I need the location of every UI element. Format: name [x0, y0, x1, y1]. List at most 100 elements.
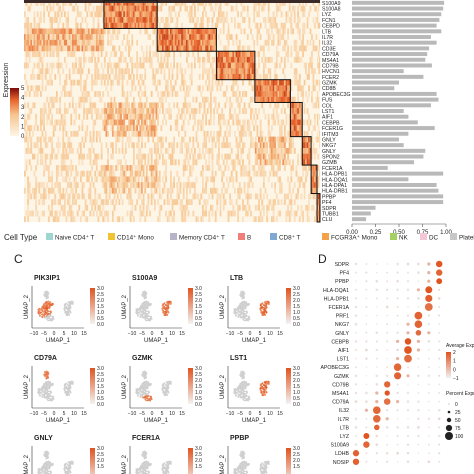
heatmap-cell: [253, 68, 256, 75]
heatmap-cell: [41, 62, 44, 69]
heatmap-cell: [176, 113, 179, 120]
heatmap-cell: [86, 91, 89, 97]
heatmap-cell: [181, 74, 183, 80]
heatmap-cell: [290, 51, 293, 58]
heatmap-cell: [155, 39, 158, 46]
heatmap-cell: [208, 17, 211, 23]
heatmap-cell: [81, 34, 84, 40]
heatmap-cell: [300, 159, 303, 166]
heatmap-cell: [47, 108, 50, 114]
heatmap-cell: [202, 142, 204, 149]
heatmap-cell: [269, 153, 272, 160]
heatmap-cell: [38, 22, 41, 29]
heatmap-cell: [41, 74, 44, 80]
heatmap-cell: [318, 199, 320, 206]
heatmap-cell: [298, 17, 301, 23]
heatmap-cell: [258, 199, 260, 206]
heatmap-cell: [200, 28, 203, 35]
heatmap-cell: [218, 79, 220, 86]
heatmap-cell: [192, 108, 195, 114]
heatmap-cell: [253, 45, 256, 52]
heatmap-cell: [75, 45, 77, 52]
heatmap-cell: [100, 142, 103, 149]
heatmap-cell: [124, 113, 127, 120]
heatmap-cell: [54, 125, 57, 132]
heatmap-cell: [124, 96, 127, 103]
heatmap-cell: [165, 176, 167, 183]
heatmap-cell: [171, 182, 174, 188]
heatmap-cell: [218, 130, 220, 137]
heatmap-cell: [317, 62, 319, 69]
heatmap-cell: [302, 142, 304, 149]
legend-swatch: [238, 233, 245, 240]
heatmap-cell: [123, 113, 126, 120]
heatmap-cell: [31, 34, 34, 40]
heatmap-cell: [49, 45, 52, 52]
heatmap-cell: [271, 182, 273, 188]
heatmap-cell: [287, 102, 289, 109]
umap-point: [42, 394, 45, 397]
umap-point: [267, 302, 269, 305]
heatmap-cell: [137, 119, 140, 126]
heatmap-cell: [230, 102, 233, 109]
heatmap-cell: [115, 142, 118, 149]
heatmap-cell: [108, 5, 111, 12]
heatmap-cell: [28, 22, 31, 29]
cluster-box: [289, 101, 303, 138]
heatmap-cell: [123, 187, 126, 194]
heatmap-cell: [68, 51, 71, 58]
heatmap-cell: [272, 22, 275, 29]
heatmap-cell: [30, 108, 33, 114]
heatmap-cell: [190, 39, 193, 46]
heatmap-cell: [279, 148, 281, 154]
heatmap-cell: [182, 165, 185, 171]
heatmap-cell: [27, 199, 29, 206]
heatmap-cell: [131, 68, 134, 75]
heatmap-cell: [51, 136, 53, 143]
heatmap-cell: [107, 91, 109, 97]
heatmap-cell: [218, 159, 220, 166]
umap-point: [243, 314, 246, 317]
heatmap-cell: [222, 74, 225, 80]
heatmap-cell: [157, 119, 159, 126]
heatmap-cell: [76, 45, 79, 52]
heatmap-cell: [84, 5, 87, 12]
umap-point: [263, 304, 265, 306]
heatmap-cell: [184, 153, 187, 160]
heatmap-cell: [126, 108, 129, 114]
heatmap-cell: [186, 187, 188, 194]
heatmap-cell: [179, 204, 182, 211]
heatmap-cell: [47, 170, 50, 177]
heatmap-cell: [248, 176, 251, 183]
heatmap-cell: [83, 210, 85, 217]
heatmap-cell: [203, 56, 206, 63]
heatmap-cell: [87, 39, 90, 46]
heatmap-cell: [262, 45, 265, 52]
umap-point: [52, 397, 54, 400]
heatmap-cell: [44, 136, 47, 143]
heatmap-cell: [218, 119, 220, 126]
heatmap-cell: [150, 108, 153, 114]
heatmap-cell: [242, 51, 244, 58]
heatmap-cell: [214, 142, 217, 149]
heatmap-cell: [81, 170, 84, 177]
heatmap-cell: [139, 17, 142, 23]
heatmap-cell: [248, 102, 251, 109]
heatmap-cell: [222, 136, 225, 143]
heatmap-cell: [158, 136, 161, 143]
heatmap-cell: [171, 204, 174, 211]
heatmap-cell: [189, 199, 191, 206]
umap-point: [243, 310, 246, 313]
heatmap-cell: [24, 125, 26, 132]
heatmap-cell: [142, 204, 145, 211]
heatmap-cell: [158, 22, 161, 29]
heatmap-cell: [280, 187, 283, 194]
heatmap-cell: [210, 85, 212, 92]
heatmap-cell: [108, 56, 111, 63]
heatmap-cell: [87, 170, 90, 177]
percent-bars: [352, 0, 445, 222]
heatmap-cell: [300, 125, 303, 132]
heatmap-cell: [73, 199, 76, 206]
heatmap-cell: [70, 130, 73, 137]
heatmap-cell: [41, 210, 44, 217]
